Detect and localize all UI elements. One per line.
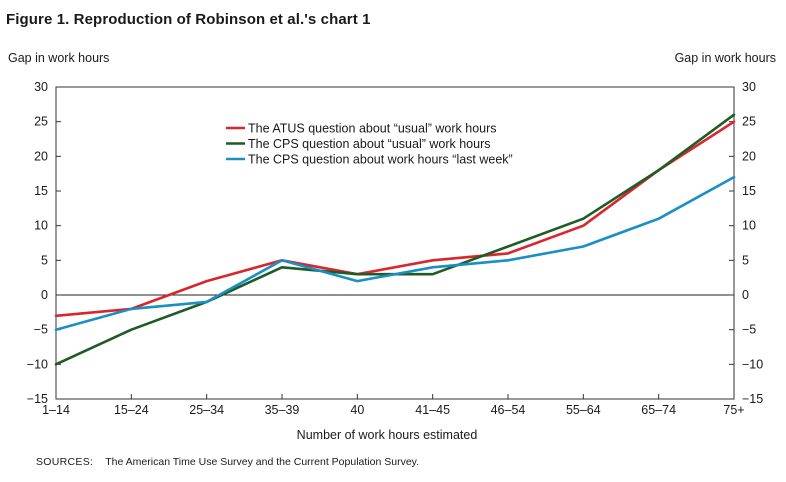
y-tick-label-right: 20 xyxy=(742,149,756,163)
y-tick-label-right: 5 xyxy=(742,253,749,267)
x-tick-label: 65–74 xyxy=(641,403,676,417)
y-tick-label-right: −10 xyxy=(742,357,763,371)
legend: The ATUS question about “usual” work hou… xyxy=(226,122,513,167)
y-tick-label-right: 25 xyxy=(742,115,756,129)
y-tick-label-left: 15 xyxy=(34,184,48,198)
axes: 30 30 25 25 20 20 15 15 10 10 5 5 0 0 −5 −5 −10 −10 −15 −15… xyxy=(27,80,763,417)
x-tick-label: 40 xyxy=(350,403,364,417)
x-tick-label: 1–14 xyxy=(42,403,70,417)
figure-title: Figure 1. Reproduction of Robinson et al… xyxy=(6,11,371,28)
y-tick-label-left: −5 xyxy=(34,323,48,337)
y-tick-label-left: −10 xyxy=(27,357,48,371)
y-tick-label-right: 10 xyxy=(742,219,756,233)
series-line-1 xyxy=(54,120,736,318)
y-tick-label-right: 30 xyxy=(742,80,756,94)
x-axis-label: Number of work hours estimated xyxy=(296,428,478,442)
y-axis-label-left: Gap in work hours xyxy=(8,51,110,65)
y-tick-label-left: −15 xyxy=(27,392,48,406)
y-tick-label-left: 20 xyxy=(34,149,48,163)
source-text: The American Time Use Survey and the Cur… xyxy=(105,456,420,468)
plot-frame xyxy=(55,86,735,400)
y-tick-label-right: −15 xyxy=(742,392,763,406)
y-tick-label-right: −5 xyxy=(742,323,756,337)
y-tick-label-left: 5 xyxy=(41,253,48,267)
legend-label-1: The ATUS question about “usual” work hou… xyxy=(248,122,497,136)
y-tick-label-left: 0 xyxy=(41,288,48,302)
x-tick-label: 15–24 xyxy=(114,403,149,417)
legend-label-2: The CPS question about “usual” work hour… xyxy=(248,137,491,151)
y-tick-label-left: 25 xyxy=(34,115,48,129)
legend-label-3: The CPS question about work hours “last … xyxy=(248,153,513,167)
series-line-3 xyxy=(54,175,736,332)
y-axis-label-right: Gap in work hours xyxy=(674,51,776,65)
source-label: SOURCES: xyxy=(36,456,94,468)
x-tick-label: 35–39 xyxy=(265,403,300,417)
x-tick-label: 46–54 xyxy=(491,403,526,417)
y-tick-label-right: 15 xyxy=(742,184,756,198)
series-lines xyxy=(54,113,736,366)
x-tick-label: 55–64 xyxy=(566,403,601,417)
x-tick-label: 25–34 xyxy=(189,403,224,417)
x-tick-label: 75+ xyxy=(723,403,744,417)
y-tick-label-right: 0 xyxy=(742,288,749,302)
y-tick-label-left: 10 xyxy=(34,219,48,233)
source-note: SOURCES: The American Time Use Survey and… xyxy=(36,456,419,468)
y-tick-label-left: 30 xyxy=(34,80,48,94)
x-tick-label: 41–45 xyxy=(415,403,450,417)
